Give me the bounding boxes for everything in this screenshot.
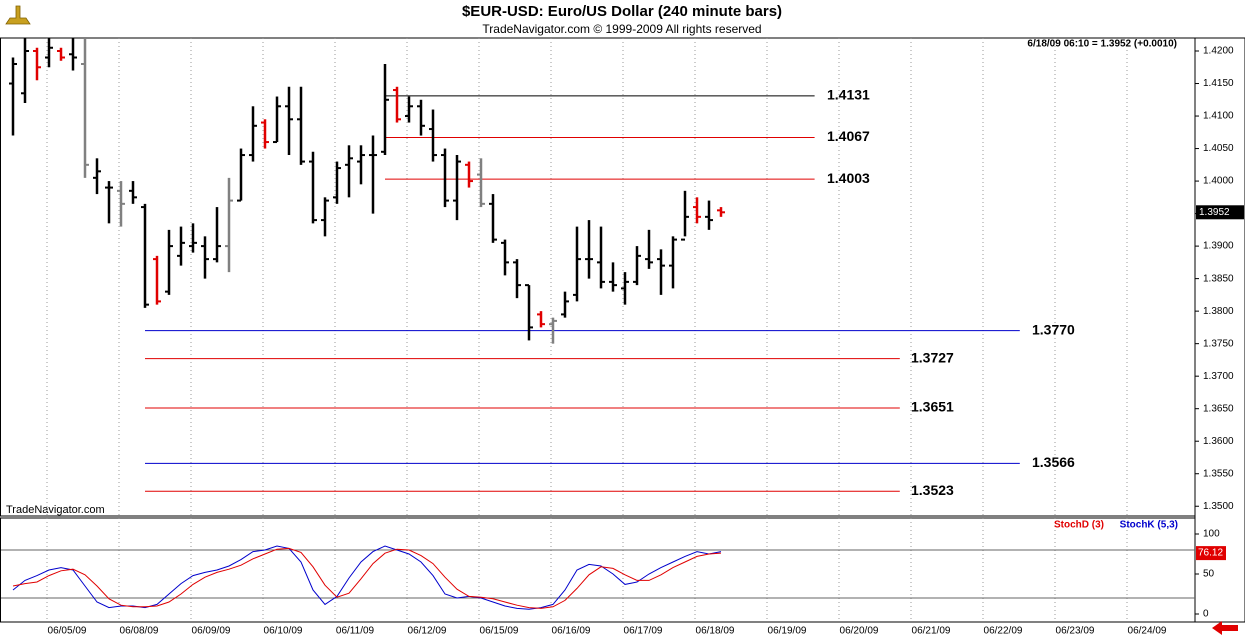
x-tick-label: 06/23/09 [1056, 626, 1095, 637]
chart-title: $EUR-USD: Euro/US Dollar (240 minute bar… [462, 3, 782, 20]
last-stoch: 76.12 [1198, 548, 1223, 559]
y-tick-label: 1.3900 [1203, 241, 1234, 252]
x-tick-label: 06/21/09 [912, 626, 951, 637]
legend-entry: StochK (5,3) [1120, 520, 1178, 531]
x-tick-label: 06/22/09 [984, 626, 1023, 637]
x-tick-label: 06/15/09 [480, 626, 519, 637]
x-tick-label: 06/16/09 [552, 626, 591, 637]
stoch-panel [0, 517, 1196, 623]
y-tick-label: 1.4050 [1203, 143, 1234, 154]
y-tick-label: 1.4000 [1203, 176, 1234, 187]
quote: 6/18/09 06:10 = 1.3952 (+0.0010) [1027, 39, 1177, 50]
x-tick-label: 06/12/09 [408, 626, 447, 637]
scroll-arrow[interactable] [1212, 621, 1238, 635]
x-tick-label: 06/18/09 [696, 626, 735, 637]
x-tick-label: 06/17/09 [624, 626, 663, 637]
y-tick-label: 1.4200 [1203, 46, 1234, 57]
y-tick-label: 1.4100 [1203, 111, 1234, 122]
y-tick-label: 0 [1203, 609, 1209, 620]
level-label: 1.3770 [1032, 321, 1075, 337]
price-panel [0, 37, 1196, 517]
x-tick-label: 06/11/09 [336, 626, 375, 637]
y-tick-label: 1.3600 [1203, 436, 1234, 447]
legend-entry: StochD (3) [1054, 520, 1104, 531]
level-label: 1.3651 [911, 399, 954, 415]
logo [5, 5, 31, 25]
y-tick-label: 50 [1203, 569, 1215, 580]
x-tick-label: 06/20/09 [840, 626, 879, 637]
y-tick-label: 1.3550 [1203, 468, 1234, 479]
x-tick-label: 06/09/09 [192, 626, 231, 637]
x-tick-label: 06/10/09 [264, 626, 303, 637]
price-axis [1194, 37, 1245, 623]
x-tick-label: 06/24/09 [1128, 626, 1167, 637]
y-tick-label: 100 [1203, 529, 1220, 540]
last-price-box [1196, 205, 1244, 220]
x-tick-label: 06/19/09 [768, 626, 807, 637]
y-tick-label: 1.3800 [1203, 306, 1234, 317]
y-tick-label: 1.3700 [1203, 371, 1234, 382]
chart-subtitle: TradeNavigator.com © 1999-2009 All right… [482, 22, 761, 36]
stoch-line [12, 547, 722, 609]
level-label: 1.4131 [827, 87, 870, 103]
last-stoch-box [1196, 546, 1226, 561]
level-label: 1.3566 [1032, 454, 1075, 470]
level-label: 1.3523 [911, 482, 954, 498]
level-label: 1.3727 [911, 349, 954, 365]
level-label: 1.4003 [827, 170, 870, 186]
y-tick-label: 1.3850 [1203, 273, 1234, 284]
x-tick-label: 06/05/09 [48, 626, 87, 637]
last-price: 1.3952 [1199, 207, 1230, 218]
x-tick-label: 06/08/09 [120, 626, 159, 637]
y-tick-label: 1.3500 [1203, 501, 1234, 512]
y-tick-label: 1.3650 [1203, 403, 1234, 414]
y-tick-label: 1.4150 [1203, 78, 1234, 89]
y-tick-label: 1.3750 [1203, 338, 1234, 349]
watermark: TradeNavigator.com [6, 504, 105, 516]
level-label: 1.4067 [827, 128, 870, 144]
